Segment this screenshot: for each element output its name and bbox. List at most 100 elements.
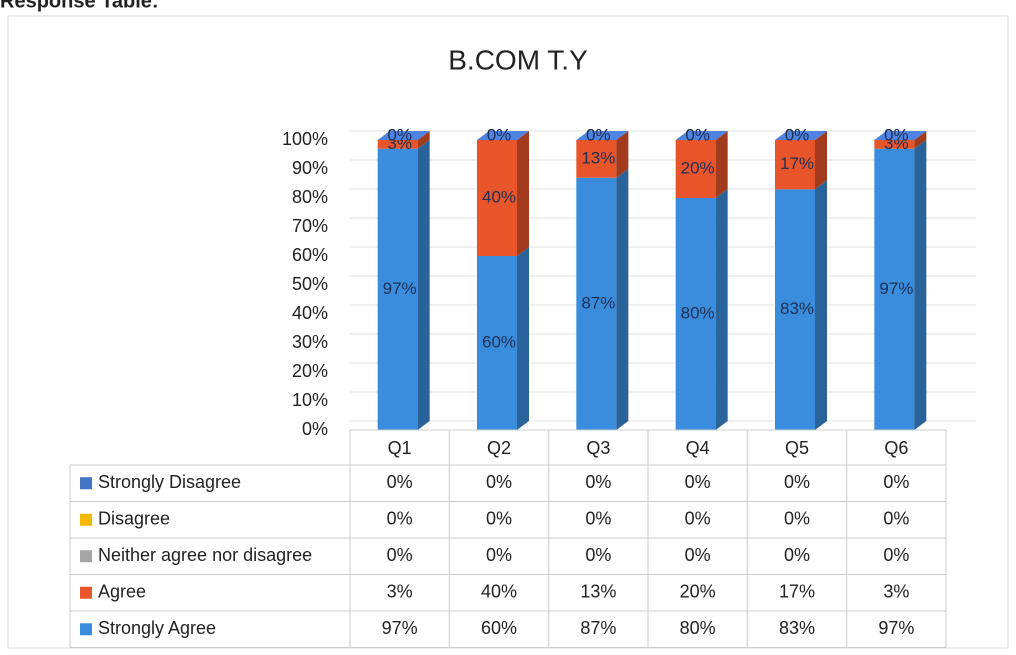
data-label: 97% [879,279,913,298]
legend-label: Neither agree nor disagree [98,545,312,565]
legend-label: Strongly Disagree [98,472,241,492]
bar-top [775,131,827,140]
bar-top [874,131,927,140]
table-cell: 0% [784,545,810,565]
y-tick-label: 20% [292,361,328,381]
y-tick-label: 30% [292,332,328,352]
y-tick-label: 70% [292,216,328,236]
table-cell: 87% [580,618,616,638]
legend-swatch [80,477,92,490]
y-tick-label: 0% [302,419,328,439]
data-label: 83% [780,299,814,318]
legend-swatch [80,586,92,599]
y-tick-label: 10% [292,390,328,410]
data-label: 0% [586,125,611,144]
y-tick-label: 90% [292,158,328,178]
table-cell: 0% [486,545,512,565]
table-cell: 60% [481,618,517,638]
bar-side [517,131,529,256]
bar-side [914,131,927,149]
bar-side [815,180,827,430]
bar-side [715,189,728,430]
table-cell: 13% [580,582,616,602]
table-cell: 0% [685,472,711,492]
data-label: 0% [884,125,909,144]
chart-title: B.COM T.Y [448,44,588,75]
table-cell: 0% [685,509,711,529]
data-label: 97% [383,279,417,298]
bar-top [477,131,529,140]
bar-segment [775,189,815,430]
table-cell: 80% [680,618,716,638]
legend-label: Agree [98,582,146,602]
bar-top [377,131,430,140]
bar-segment [477,140,517,256]
table-cell: 97% [382,618,418,638]
data-label: 87% [581,293,615,312]
table-cell: 0% [883,545,909,565]
legend-label: Strongly Agree [98,618,216,638]
bar-segment [377,140,418,149]
y-tick-label: 40% [292,303,328,323]
x-tick-label: Q4 [686,438,710,458]
bar-top [675,131,728,140]
bar-segment [576,177,617,430]
bar-segment [775,140,815,190]
bar-segment [874,148,915,430]
table-cell: 40% [481,582,517,602]
table-cell: 0% [387,472,413,492]
bar-side [914,139,927,430]
table-cell: 3% [387,582,413,602]
page-heading: Response Table: [0,0,159,12]
table-cell: 83% [779,618,815,638]
x-tick-label: Q3 [586,438,610,458]
bar-top [576,131,629,140]
x-tick-label: Q2 [487,438,511,458]
legend-swatch [80,550,92,563]
data-label: 40% [482,187,516,206]
bar-side [517,247,529,430]
table-cell: 97% [878,618,914,638]
bar-side [715,131,728,198]
table-cell: 0% [784,509,810,529]
table-cell: 0% [585,545,611,565]
bar-segment [874,140,915,149]
table-cell: 0% [883,472,909,492]
table-cell: 0% [387,545,413,565]
data-label: 60% [482,332,516,351]
legend-swatch [80,623,92,636]
table-cell: 0% [685,545,711,565]
bar-segment [675,198,716,430]
y-tick-label: 80% [292,187,328,207]
data-label: 20% [681,158,715,177]
data-label: 0% [785,125,810,144]
table-cell: 0% [585,509,611,529]
table-cell: 20% [680,582,716,602]
x-tick-label: Q6 [884,438,908,458]
legend-label: Disagree [98,509,170,529]
x-tick-label: Q1 [388,438,412,458]
bar-segment [477,256,517,430]
bar-side [417,131,430,149]
data-label: 80% [681,303,715,322]
table-cell: 0% [486,509,512,529]
table-cell: 0% [486,472,512,492]
legend-swatch [80,513,92,526]
x-tick-label: Q5 [785,438,809,458]
data-label: 0% [387,125,412,144]
y-tick-label: 60% [292,245,328,265]
bar-segment [576,140,617,178]
table-cell: 0% [883,509,909,529]
data-label: 17% [780,154,814,173]
bar-segment [377,148,418,430]
bar-segment [675,140,716,198]
table-cell: 0% [784,472,810,492]
y-tick-label: 100% [282,129,328,149]
table-cell: 17% [779,582,815,602]
table-cell: 3% [883,582,909,602]
bar-side [616,168,629,430]
data-label: 0% [487,125,512,144]
bar-side [815,131,827,190]
